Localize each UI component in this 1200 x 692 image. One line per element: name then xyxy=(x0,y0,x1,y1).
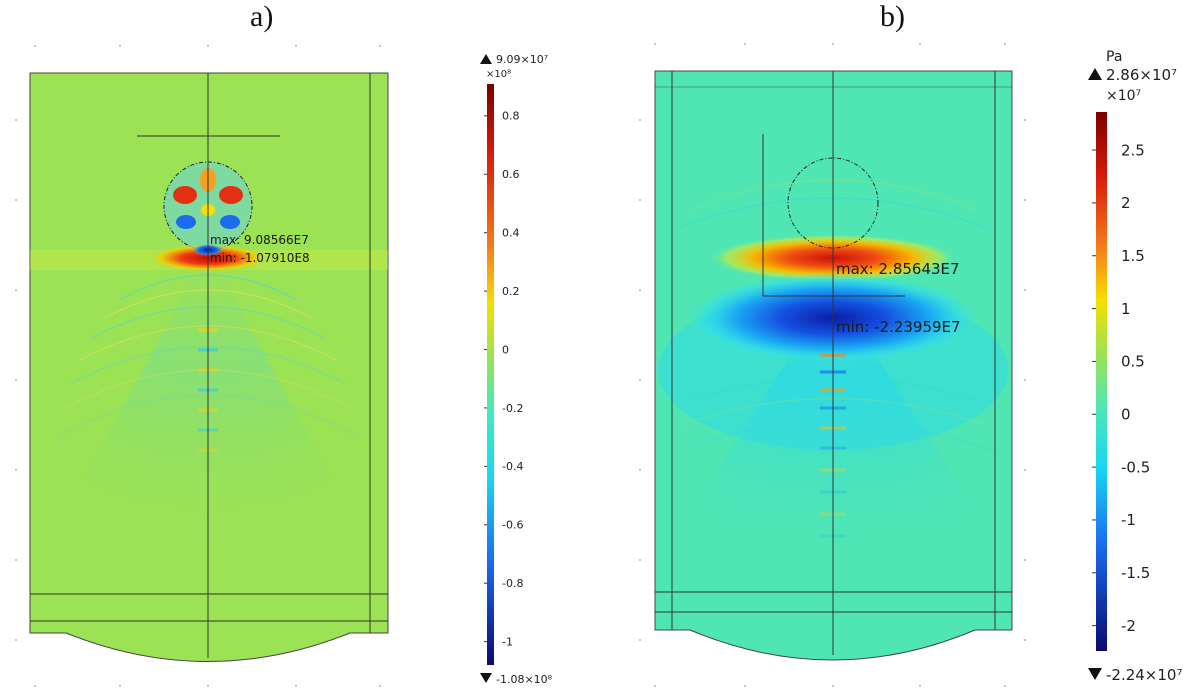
grid-dot xyxy=(34,45,36,47)
colorbar-tick-label: -2 xyxy=(1121,617,1136,635)
colorbar-tick-label: 1 xyxy=(1121,300,1131,318)
panel-a-min-annotation: min: -1.07910E8 xyxy=(210,251,310,265)
colorbar-a-min-label: -1.08×10⁸ xyxy=(496,673,553,686)
grid-dot xyxy=(15,469,17,471)
colorbar-tick-label: 0 xyxy=(502,343,509,356)
grid-dot xyxy=(15,639,17,641)
grid-dot xyxy=(639,379,641,381)
grid-dot xyxy=(654,43,656,45)
grid-dot xyxy=(1024,289,1026,291)
grid-dot xyxy=(919,685,921,687)
panel-a-inclusion-red-2 xyxy=(219,186,243,204)
colorbar-tick-label: 2.5 xyxy=(1121,141,1145,159)
colorbar-tick-label: -0.8 xyxy=(502,577,523,590)
panel-a-plot: max: 9.08566E7 min: -1.07910E8 xyxy=(29,72,389,662)
colorbar-b: Pa 2.86×10⁷ ×10⁷ 2.5 2 1.5 1 0.5 0 -0.5 -1 -1.5 -… xyxy=(1088,49,1182,684)
colorbar-tick-label: -1 xyxy=(1121,511,1136,529)
panel-b-max-annotation: max: 2.85643E7 xyxy=(836,260,960,278)
colorbar-tick-label: -0.6 xyxy=(502,519,523,532)
grid-dot xyxy=(15,379,17,381)
grid-dot xyxy=(1024,469,1026,471)
colorbar-b-unit: Pa xyxy=(1106,49,1122,65)
colorbar-tick-label: -0.2 xyxy=(502,402,523,415)
panel-b-min-annotation: min: -2.23959E7 xyxy=(836,318,961,336)
colorbar-b-max-arrow xyxy=(1088,68,1102,80)
grid-dot xyxy=(832,43,834,45)
grid-dot xyxy=(15,559,17,561)
grid-dot xyxy=(639,639,641,641)
grid-dot xyxy=(207,45,209,47)
colorbar-tick-label: -1.5 xyxy=(1121,564,1150,582)
colorbar-a-min-arrow xyxy=(480,673,492,683)
colorbar-tick-label: -0.5 xyxy=(1121,458,1150,476)
grid-dot xyxy=(1024,559,1026,561)
grid-dot xyxy=(1004,43,1006,45)
grid-dot xyxy=(744,43,746,45)
colorbar-a-max-label: 9.09×10⁷ xyxy=(496,53,548,66)
colorbar-b-min-label: -2.24×10⁷ xyxy=(1106,666,1182,684)
grid-dot xyxy=(919,43,921,45)
colorbar-tick-label: -1 xyxy=(502,635,513,648)
grid-dot xyxy=(207,685,209,687)
grid-dot xyxy=(1024,119,1026,121)
colorbar-a: 9.09×10⁷ ×10⁸ 0.8 0.6 0.4 0.2 0 -0.2 -0.4 -0.6 -… xyxy=(480,53,553,686)
grid-dot xyxy=(1004,685,1006,687)
colorbar-a-gradient xyxy=(487,84,494,665)
colorbar-tick-label: 0.6 xyxy=(502,168,520,181)
grid-dot xyxy=(119,685,121,687)
grid-dot xyxy=(15,289,17,291)
panel-label-a: a) xyxy=(250,0,274,33)
colorbar-tick-label: 1.5 xyxy=(1121,247,1145,265)
colorbar-tick-label: -0.4 xyxy=(502,460,523,473)
colorbar-tick-label: 0 xyxy=(1121,406,1131,424)
grid-dot xyxy=(119,45,121,47)
grid-dot xyxy=(379,45,381,47)
colorbar-a-multiplier: ×10⁸ xyxy=(486,69,511,80)
panel-a-geometry-lines xyxy=(30,73,388,658)
colorbar-a-max-arrow xyxy=(480,54,492,64)
grid-dot xyxy=(15,199,17,201)
grid-dot xyxy=(639,469,641,471)
panel-a-max-annotation: max: 9.08566E7 xyxy=(210,233,309,247)
grid-dot xyxy=(379,685,381,687)
grid-dot xyxy=(15,119,17,121)
colorbar-tick-label: 0.4 xyxy=(502,227,520,240)
colorbar-tick-label: 0.2 xyxy=(502,285,520,298)
colorbar-tick-label: 0.5 xyxy=(1121,353,1145,371)
panel-b-plot: max: 2.85643E7 min: -2.23959E7 xyxy=(654,70,1013,661)
grid-dot xyxy=(744,685,746,687)
colorbar-a-ticks: 0.8 0.6 0.4 0.2 0 -0.2 -0.4 -0.6 -0.8 -1 xyxy=(484,110,523,648)
panel-a-inclusion-blue-1 xyxy=(176,215,196,229)
grid-dot xyxy=(1024,199,1026,201)
panel-b-geometry-lines xyxy=(655,71,1012,655)
grid-dot xyxy=(1024,379,1026,381)
panel-a-inclusion-blue-2 xyxy=(220,215,240,229)
colorbar-b-multiplier: ×10⁷ xyxy=(1106,88,1141,104)
colorbar-b-max-label: 2.86×10⁷ xyxy=(1106,66,1177,84)
colorbar-tick-label: 0.8 xyxy=(502,110,520,123)
panel-a-inclusion-red-1 xyxy=(173,186,197,204)
colorbar-b-gradient xyxy=(1096,112,1107,651)
grid-dot xyxy=(654,685,656,687)
grid-dot xyxy=(639,119,641,121)
grid-dot xyxy=(639,199,641,201)
grid-dot xyxy=(639,289,641,291)
colorbar-b-ticks: 2.5 2 1.5 1 0.5 0 -0.5 -1 -1.5 -2 xyxy=(1092,141,1150,635)
colorbar-tick-label: 2 xyxy=(1121,194,1131,212)
grid-dot xyxy=(639,559,641,561)
grid-dot xyxy=(34,685,36,687)
grid-dot xyxy=(295,45,297,47)
grid-dot xyxy=(832,685,834,687)
colorbar-b-min-arrow xyxy=(1088,668,1102,680)
grid-dot xyxy=(1024,639,1026,641)
grid-dot xyxy=(295,685,297,687)
frame-grid-dots xyxy=(15,43,1026,687)
panel-label-b: b) xyxy=(880,0,905,33)
panel-b-inclusion-outline xyxy=(787,157,879,249)
